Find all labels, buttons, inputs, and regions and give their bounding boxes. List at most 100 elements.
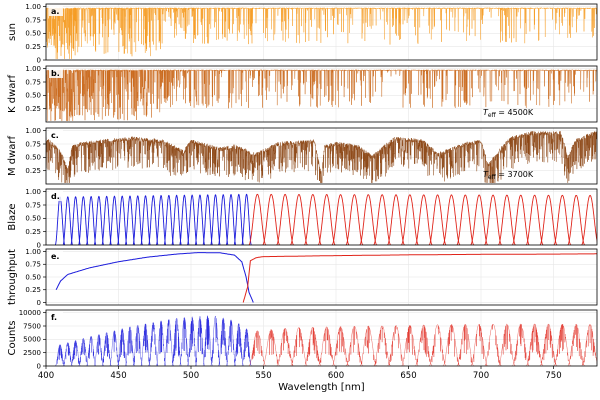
teff-annotation: Teff = 3700K — [483, 170, 534, 181]
blaze-order — [290, 194, 308, 245]
order-counts — [101, 332, 112, 366]
x-axis-label: Wavelength [nm] — [278, 382, 364, 393]
order-counts — [428, 324, 447, 366]
order-counts — [179, 317, 190, 366]
y-tick-label: 0.50 — [25, 273, 41, 281]
order-counts — [470, 323, 489, 366]
x-tick-label: 450 — [110, 371, 126, 381]
blaze-order — [93, 195, 105, 245]
order-counts — [303, 327, 322, 366]
order-counts — [156, 320, 166, 366]
order-counts — [86, 336, 96, 366]
blaze-order — [276, 193, 295, 245]
order-counts — [78, 338, 89, 366]
gridlines — [45, 249, 597, 305]
panel-b: 0.25 0.50 0.75 1.00 K dwarf b. Teff = 4500K — [7, 65, 598, 123]
order-counts — [70, 340, 81, 366]
blaze-order — [470, 194, 489, 245]
y-axis-label: M dwarf — [7, 135, 18, 176]
x-tick-label: 500 — [183, 371, 199, 381]
order-counts — [132, 324, 143, 366]
panel-letter: b. — [51, 69, 60, 78]
x-tick-label: 400 — [38, 371, 54, 381]
panel-letter-bg — [49, 191, 63, 201]
series-group — [46, 6, 597, 59]
blaze-order — [163, 194, 174, 245]
y-tick-label: 1.00 — [25, 3, 41, 11]
blaze-order — [373, 194, 392, 245]
order-counts — [248, 330, 267, 366]
blaze-order — [442, 194, 461, 245]
order-counts — [262, 329, 281, 366]
blaze-order — [539, 194, 558, 245]
x-tick-label: 650 — [400, 371, 416, 381]
y-tick-label: 0 — [37, 241, 41, 249]
y-axis-label: throughput — [7, 249, 18, 305]
order-counts — [567, 323, 586, 366]
y-tick-label: 0.50 — [25, 92, 41, 100]
order-counts — [400, 324, 419, 366]
panel-letter: c. — [51, 131, 59, 140]
blaze-order — [187, 194, 198, 245]
y-tick-label: 1.00 — [25, 127, 41, 135]
blaze-order — [262, 193, 281, 245]
order-counts — [290, 327, 308, 366]
blaze-order — [70, 196, 81, 245]
order-counts — [345, 325, 364, 366]
y-tick-label: 0 — [37, 56, 41, 64]
y-tick-label: 0.25 — [25, 286, 41, 294]
blaze-order — [210, 194, 221, 245]
panel-letter: d. — [51, 192, 60, 201]
blaze-order — [155, 195, 167, 245]
panel-letter-bg — [49, 251, 63, 261]
order-counts — [511, 323, 530, 366]
y-tick-label: 1.00 — [25, 188, 41, 196]
blaze-order — [109, 195, 120, 245]
y-axis-label: sun — [7, 23, 18, 41]
blaze-order — [218, 194, 229, 245]
x-axis: 400 450 500 550 600 650 700 750 — [38, 366, 562, 381]
panel-letter: f. — [51, 313, 57, 322]
blaze-order — [497, 194, 516, 245]
y-tick-label: 5000 — [23, 336, 41, 344]
y-tick-label: 7500 — [23, 322, 41, 330]
throughput-line — [242, 253, 597, 303]
blaze-order — [345, 194, 364, 245]
blaze-order — [78, 196, 89, 245]
y-axis-label: K dwarf — [7, 75, 18, 114]
y-tick-label: 0.25 — [25, 43, 41, 51]
blaze-order — [62, 196, 73, 245]
series-group — [46, 130, 597, 184]
order-counts — [525, 323, 544, 366]
blaze-order — [233, 193, 244, 245]
order-counts — [317, 326, 336, 366]
panel-frame — [45, 127, 598, 185]
blaze-order — [484, 194, 502, 245]
blaze-order — [331, 194, 350, 245]
order-counts — [553, 324, 572, 366]
y-tick-label: 1.00 — [25, 65, 41, 73]
order-counts — [373, 325, 392, 366]
spectrum-line — [46, 130, 597, 184]
gridlines — [45, 310, 597, 367]
panel-frame — [45, 188, 598, 246]
blaze-order — [54, 196, 66, 245]
y-tick-label: 0.50 — [25, 30, 41, 38]
panel-a: 0 0.25 0.50 0.75 1.00 sun a. — [7, 3, 598, 64]
y-tick-label: 0.25 — [25, 167, 41, 175]
blaze-order — [303, 194, 322, 245]
panel-letter-bg — [49, 312, 63, 322]
order-counts — [117, 328, 128, 366]
order-counts — [218, 317, 229, 366]
blaze-order — [148, 195, 159, 245]
y-tick-label: 0.50 — [25, 154, 41, 162]
blaze-order — [359, 194, 378, 245]
panel-frame — [45, 65, 598, 123]
order-counts — [62, 342, 73, 366]
x-tick-label: 600 — [328, 371, 344, 381]
x-tick-label: 750 — [545, 371, 561, 381]
y-tick-label: 1.00 — [25, 248, 41, 256]
y-tick-label: 0.75 — [25, 16, 41, 24]
